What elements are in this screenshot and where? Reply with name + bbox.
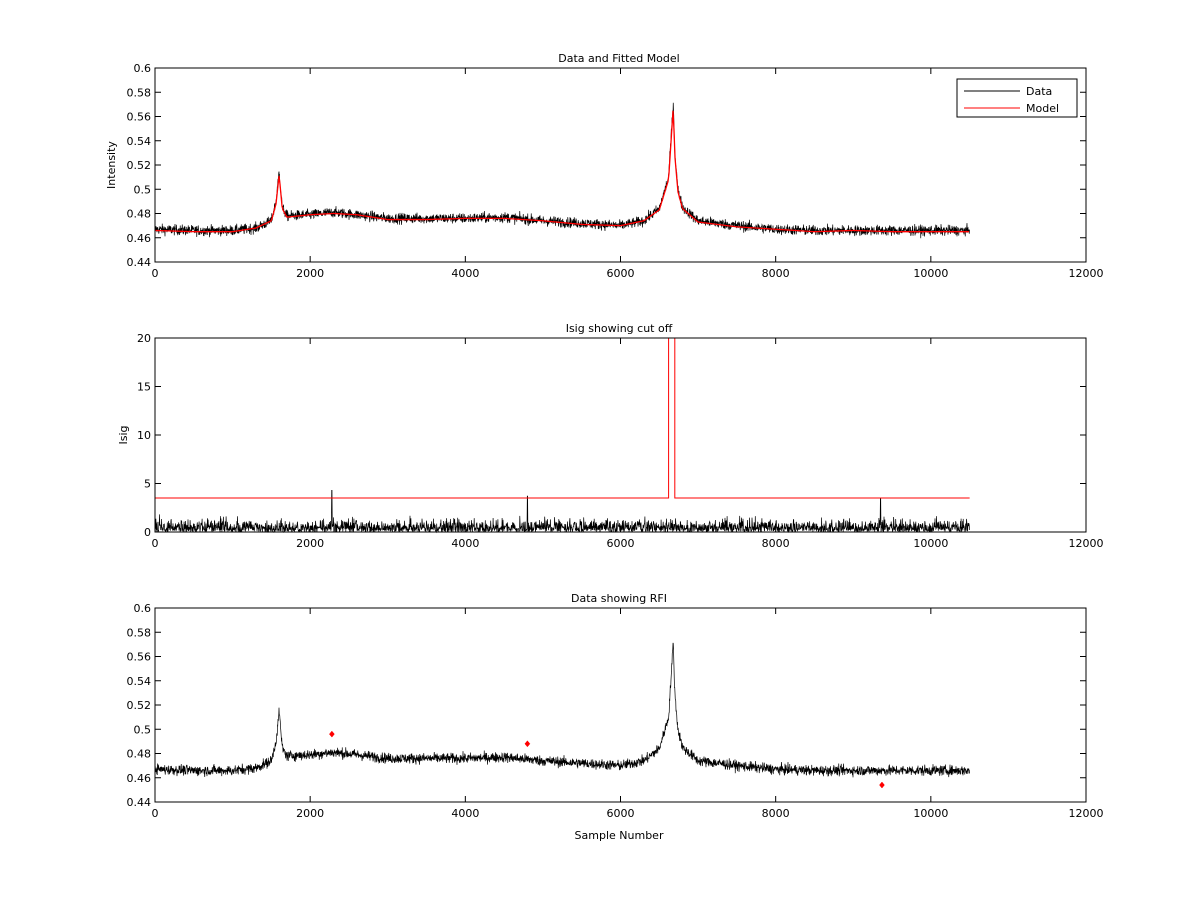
x-tick-label: 2000: [296, 807, 324, 820]
legend-label-model: Model: [1026, 102, 1059, 115]
y-tick-label: 0.44: [127, 256, 152, 269]
y-tick-label: 0.52: [127, 159, 152, 172]
y-tick-label: 0.58: [127, 86, 152, 99]
y-axis-label: Isig: [117, 425, 130, 444]
series-model-line: [154, 110, 969, 233]
x-tick-label: 8000: [762, 267, 790, 280]
x-tick-label: 4000: [451, 807, 479, 820]
x-tick-label: 4000: [451, 537, 479, 550]
axes: 0 2000 4000 6000 8000 10000 12000 0.44 0.46 0.48 0…: [127, 62, 1104, 280]
y-tick-label: 0.44: [127, 796, 152, 809]
y-tick-label: 0.52: [127, 699, 152, 712]
legend-box: [956, 78, 1078, 118]
series-noisy-line: [154, 642, 970, 778]
y-tick-label: 10: [137, 429, 151, 442]
x-tick-label: 0: [152, 537, 159, 550]
axes: 0 2000 4000 6000 8000 10000 12000 0 5 10 15 20: [137, 332, 1104, 550]
chart-title: Data showing RFI: [571, 592, 667, 605]
legend: Data Model: [956, 78, 1078, 118]
x-tick-label: 10000: [913, 267, 948, 280]
y-tick-label: 0.46: [127, 232, 152, 245]
y-tick-label: 0.56: [127, 651, 152, 664]
x-tick-label: 6000: [607, 807, 635, 820]
y-tick-label: 0.56: [127, 111, 152, 124]
y-tick-label: 0.6: [134, 602, 152, 615]
plot-content: [154, 642, 970, 789]
y-tick-label: 0.48: [127, 208, 152, 221]
rfi-marker-point: [879, 781, 885, 789]
x-tick-label: 0: [152, 807, 159, 820]
axes: 0 2000 4000 6000 8000 10000 12000 0.44 0.46 0.48 0…: [127, 602, 1104, 820]
x-tick-label: 8000: [762, 537, 790, 550]
x-tick-label: 0: [152, 267, 159, 280]
chart-panel-rfi: Data showing RFI Sample Number 0 2000 4000…: [127, 592, 1104, 842]
y-tick-label: 0.54: [127, 135, 152, 148]
y-tick-label: 0.48: [127, 748, 152, 761]
x-tick-label: 8000: [762, 807, 790, 820]
plot-content: [154, 102, 970, 239]
y-tick-label: 0.6: [134, 62, 152, 75]
rfi-marker-point: [524, 740, 531, 748]
y-axis-label: Intensity: [105, 141, 118, 189]
x-axis-label: Sample Number: [575, 829, 664, 842]
x-tick-label: 6000: [607, 267, 635, 280]
series-isig-line: [154, 489, 970, 534]
y-tick-label: 0.58: [127, 626, 152, 639]
x-tick-label: 4000: [451, 267, 479, 280]
y-tick-label: 5: [144, 478, 151, 491]
x-tick-label: 10000: [913, 537, 948, 550]
x-tick-label: 12000: [1069, 537, 1104, 550]
chart-title: Isig showing cut off: [566, 322, 673, 335]
x-tick-label: 2000: [296, 267, 324, 280]
x-tick-label: 10000: [913, 807, 948, 820]
y-tick-label: 0.54: [127, 675, 152, 688]
y-tick-label: 0.5: [134, 183, 152, 196]
y-tick-label: 0: [144, 526, 151, 539]
chart-panel-isig: Isig showing cut off Isig 0 2000 4000 6000 8…: [117, 322, 1104, 550]
y-tick-label: 15: [137, 381, 151, 394]
x-tick-label: 12000: [1069, 807, 1104, 820]
x-tick-label: 2000: [296, 537, 324, 550]
y-tick-label: 20: [137, 332, 151, 345]
chart-title: Data and Fitted Model: [558, 52, 679, 65]
y-tick-label: 0.46: [127, 772, 152, 785]
chart-panel-data-and-model: Data and Fitted Model Intensity 0 2000 400…: [105, 52, 1104, 280]
x-tick-label: 12000: [1069, 267, 1104, 280]
x-tick-label: 6000: [607, 537, 635, 550]
y-tick-label: 0.5: [134, 723, 152, 736]
rfi-marker-point: [329, 730, 335, 738]
legend-label-data: Data: [1026, 85, 1052, 98]
